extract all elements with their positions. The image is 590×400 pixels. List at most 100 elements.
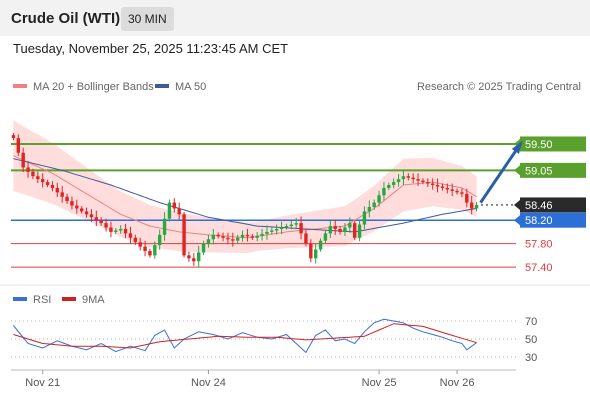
candle-body [240,234,245,238]
candle-body [474,204,479,209]
candle [416,173,420,186]
candle [21,147,25,173]
candle-body [245,234,250,237]
candle [99,217,103,226]
candle [338,225,342,235]
bollinger-band [13,120,477,253]
timeframe-badge[interactable]: 30 MIN [121,7,174,31]
rsi-level-label: 70 [525,316,537,328]
candle-body [377,195,381,203]
candle-body [426,182,430,184]
candle [435,178,440,193]
candle [192,253,196,266]
candle [245,228,250,242]
candle-body [133,237,138,243]
candle [421,178,425,185]
ma50-legend-swatch [155,84,169,88]
candle-body [231,239,235,241]
candle-body [157,234,162,246]
candle [362,206,367,230]
candle [157,229,162,250]
candle-body [270,230,274,232]
support-level-label: 57.40 [525,262,553,274]
candle [114,228,118,235]
candle [36,171,40,184]
candle [440,183,445,191]
candle-body [274,228,279,231]
candle-body [348,223,352,228]
candle [411,173,415,184]
rsi-legend-label: RSI [33,294,51,306]
candle-body [284,226,289,228]
candle-body [255,235,259,238]
candle [357,220,362,242]
candle [343,223,347,236]
candle-body [406,176,411,178]
candle-body [75,205,79,209]
candle [118,225,123,234]
ma50-legend-label: MA 50 [175,81,206,93]
candle-body [172,202,177,209]
candle-body [123,228,128,234]
candle-body [148,250,152,256]
candle [31,168,35,179]
candle-body [250,236,255,238]
candle [274,224,279,235]
candle [270,227,274,235]
candle-body [70,201,74,206]
candle-body [289,224,294,227]
candle [40,173,45,188]
candle-body [182,214,186,256]
candle-body [50,185,55,188]
support-level-label: 57.80 [525,239,553,251]
candle-body [138,242,142,247]
candle [177,202,181,220]
candle-body [187,255,191,259]
candle [387,182,391,191]
candle-body [421,180,425,183]
candle [216,232,220,239]
candle-body [372,202,376,208]
candle [162,212,167,241]
candle [333,219,337,235]
candle [328,220,333,239]
candle [430,178,435,190]
candle [450,183,454,197]
candle-body [211,234,216,240]
candle-body [387,185,391,188]
candle [55,182,60,197]
rsi-level-label: 30 [525,352,537,364]
candle [255,232,259,242]
candle-body [31,171,35,177]
candle [148,248,152,258]
candle [75,199,79,214]
candle [235,234,240,244]
candle [455,188,459,195]
candle [352,220,357,240]
candle-body [201,243,206,253]
candle-body [401,176,406,180]
candle-body [430,183,435,186]
candle [206,234,211,248]
candle-body [391,182,396,186]
candle [460,188,464,198]
candle [211,228,216,245]
candle [469,196,474,215]
ma20-legend-label: MA 20 + Bollinger Bands [33,81,154,93]
candle [465,188,469,208]
candle [143,240,147,257]
candle-body [16,138,21,153]
candle-body [167,202,172,219]
candle [79,206,84,214]
candle-body [469,202,474,209]
pivot-level-pointer [514,215,520,226]
candle [70,196,74,210]
candle-body [260,233,264,236]
rsi-area: 70 50 30 [11,316,537,364]
resistance-level-label: 59.50 [525,139,553,151]
candle-body [309,243,313,259]
candle-body [84,211,89,215]
rsi-legend-swatch [13,297,27,301]
candle-body [114,230,118,232]
candle [401,169,406,186]
